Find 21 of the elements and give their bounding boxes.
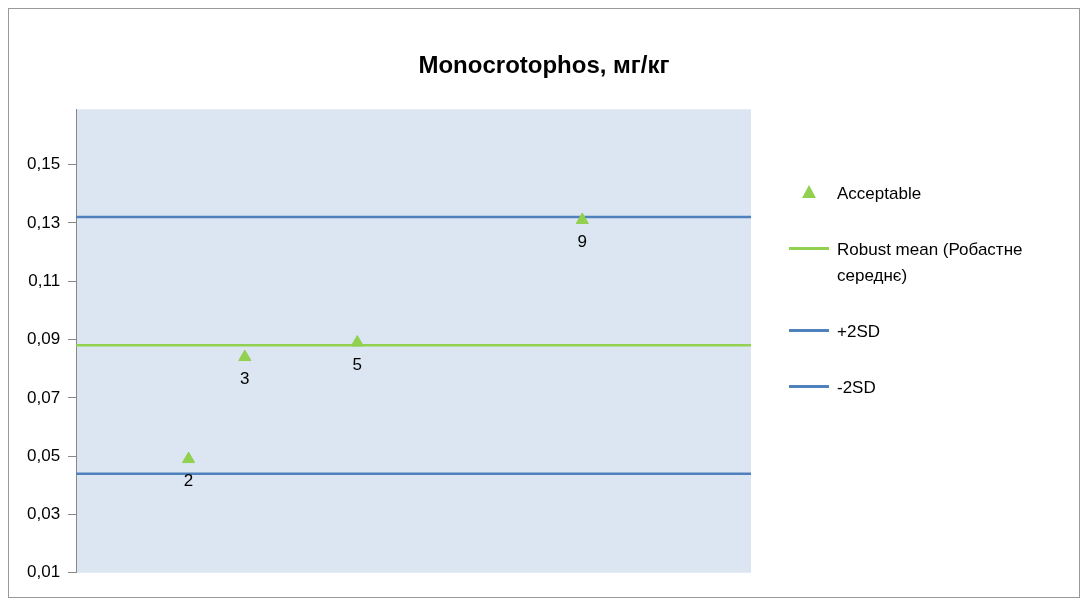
y-tick-label: 0,11 <box>28 270 61 290</box>
y-tick-label: 0,05 <box>26 445 61 465</box>
annotation: 9 <box>577 232 588 252</box>
point <box>575 212 589 224</box>
point <box>350 334 364 347</box>
legend-label: Acceptable <box>837 183 923 205</box>
y-tick-label: 0,15 <box>26 154 61 174</box>
y-tick-label: 0,01 <box>26 562 61 582</box>
annotation: 3 <box>240 369 250 389</box>
annotation: 5 <box>352 354 363 374</box>
y-tick-label: 0,07 <box>26 387 61 407</box>
point <box>182 451 196 464</box>
legend-label: +2SD <box>837 321 881 343</box>
y-tick-label: 0,13 <box>26 212 61 232</box>
point <box>238 349 252 362</box>
y-tick-label: 0,09 <box>26 329 61 349</box>
y-tick-label: 0,03 <box>26 504 61 524</box>
annotation: 2 <box>183 471 194 491</box>
legend-label: -2SD <box>837 377 877 399</box>
chart-title: Monocrotophos, мг/кг <box>417 51 671 80</box>
legend-label: Robust mean (Робастне середнє) <box>837 239 1024 287</box>
